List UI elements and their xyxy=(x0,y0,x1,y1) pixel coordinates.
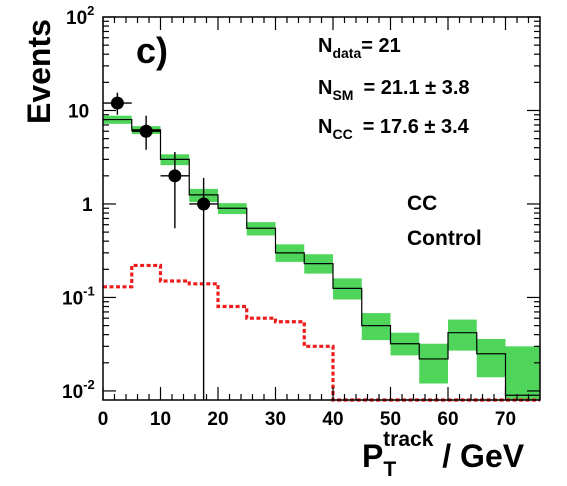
sm-band-bin xyxy=(476,338,506,378)
x-tick-label: 40 xyxy=(322,409,343,430)
panel-label: c) xyxy=(136,30,168,71)
data-points xyxy=(103,92,218,400)
y-tick-label: 102 xyxy=(66,3,94,29)
x-tick-label: 30 xyxy=(265,409,286,430)
y-tick-label: 1 xyxy=(82,195,93,216)
sm-prediction-line xyxy=(103,118,540,396)
sm-band-bin xyxy=(505,346,540,400)
x-tick-label: 60 xyxy=(437,409,458,430)
x-tick-label: 0 xyxy=(98,409,109,430)
y-tick-label: 10-2 xyxy=(62,377,95,403)
x-tick-label: 50 xyxy=(380,409,401,430)
x-tick-label: 70 xyxy=(495,409,516,430)
data-point-marker xyxy=(168,169,182,183)
annotation-n-data: Ndata= 21 xyxy=(318,35,401,61)
y-tick-label: 10-1 xyxy=(62,283,95,309)
data-point-marker xyxy=(139,124,153,138)
x-axis-label: PTtrack / GeV xyxy=(362,428,525,481)
sm-band-bin xyxy=(448,319,477,351)
annotation-n-cc: NCC = 17.6 ± 3.4 xyxy=(318,116,470,142)
region-label-line2: Control xyxy=(407,227,482,250)
x-axis-label-unit: / GeV xyxy=(433,438,524,474)
x-tick-label: 20 xyxy=(207,409,228,430)
y-tick-label: 10 xyxy=(68,101,89,122)
x-axis-label-sub: T xyxy=(383,458,396,481)
sm-band-bin xyxy=(361,313,391,341)
sm-band-bin xyxy=(419,343,448,384)
x-tick-label: 10 xyxy=(150,409,171,430)
region-label-line1: CC xyxy=(407,192,437,215)
x-axis-label-main: P xyxy=(362,438,383,474)
data-point-marker xyxy=(110,96,124,110)
x-axis: 0 10 20 30 40 50 60 70 xyxy=(98,17,530,430)
data-point-marker xyxy=(197,197,211,211)
y-axis: 10-2 10-1 1 10 102 xyxy=(62,3,540,403)
sm-prediction-histogram xyxy=(103,118,540,396)
x-axis-label-sup: track xyxy=(383,428,434,451)
y-axis-label: Events xyxy=(21,19,57,124)
sm-uncertainty-band xyxy=(103,115,540,400)
annotation-n-sm: NSM = 21.1 ± 3.8 xyxy=(318,77,470,103)
